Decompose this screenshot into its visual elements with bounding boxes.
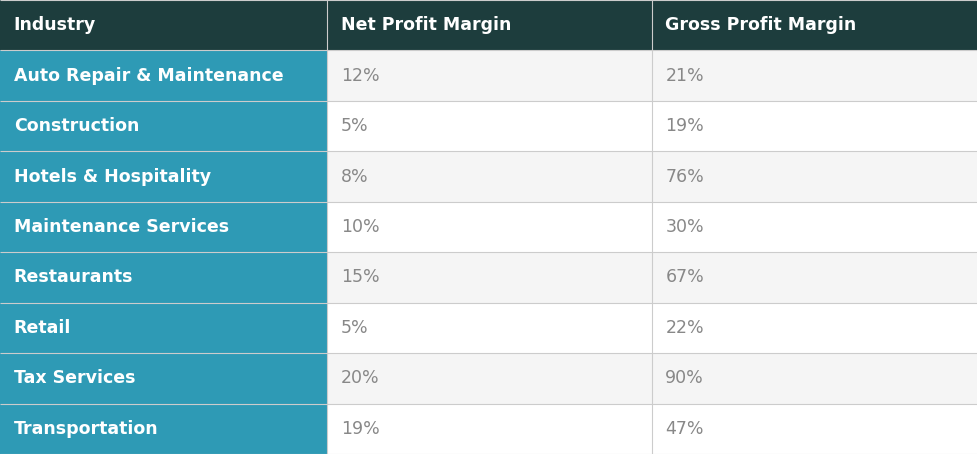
Bar	[0, 151, 327, 202]
Bar	[327, 151, 652, 202]
Text: 19%: 19%	[341, 420, 380, 438]
Bar	[0, 404, 327, 454]
Bar	[327, 252, 652, 303]
Text: Restaurants: Restaurants	[14, 268, 133, 286]
Text: 76%: 76%	[665, 168, 704, 186]
Bar	[0, 252, 327, 303]
Text: Industry: Industry	[14, 16, 96, 34]
Text: 67%: 67%	[665, 268, 704, 286]
Bar	[327, 404, 652, 454]
Text: Maintenance Services: Maintenance Services	[14, 218, 229, 236]
Bar	[327, 303, 652, 353]
Text: Gross Profit Margin: Gross Profit Margin	[665, 16, 857, 34]
Bar	[652, 404, 977, 454]
Text: Hotels & Hospitality: Hotels & Hospitality	[14, 168, 211, 186]
Bar	[0, 50, 327, 101]
Text: Transportation: Transportation	[14, 420, 158, 438]
Text: 21%: 21%	[665, 67, 704, 84]
Bar	[652, 151, 977, 202]
Bar	[327, 50, 652, 101]
Bar	[652, 0, 977, 50]
Text: 47%: 47%	[665, 420, 703, 438]
Bar	[327, 101, 652, 151]
Bar	[327, 202, 652, 252]
Text: Construction: Construction	[14, 117, 139, 135]
Bar	[327, 353, 652, 404]
Bar	[0, 202, 327, 252]
Bar	[0, 101, 327, 151]
Text: 19%: 19%	[665, 117, 704, 135]
Bar	[652, 303, 977, 353]
Bar	[0, 303, 327, 353]
Text: 5%: 5%	[341, 117, 368, 135]
Text: 30%: 30%	[665, 218, 704, 236]
Bar	[652, 353, 977, 404]
Bar	[0, 353, 327, 404]
Bar	[652, 202, 977, 252]
Bar	[652, 252, 977, 303]
Text: 5%: 5%	[341, 319, 368, 337]
Text: Tax Services: Tax Services	[14, 370, 135, 387]
Text: 20%: 20%	[341, 370, 380, 387]
Text: 22%: 22%	[665, 319, 704, 337]
Text: Retail: Retail	[14, 319, 71, 337]
Bar	[0, 0, 327, 50]
Bar	[652, 101, 977, 151]
Bar	[327, 0, 652, 50]
Text: 90%: 90%	[665, 370, 704, 387]
Text: 10%: 10%	[341, 218, 380, 236]
Bar	[652, 50, 977, 101]
Text: 15%: 15%	[341, 268, 380, 286]
Text: 8%: 8%	[341, 168, 368, 186]
Text: Net Profit Margin: Net Profit Margin	[341, 16, 511, 34]
Text: Auto Repair & Maintenance: Auto Repair & Maintenance	[14, 67, 283, 84]
Text: 12%: 12%	[341, 67, 380, 84]
